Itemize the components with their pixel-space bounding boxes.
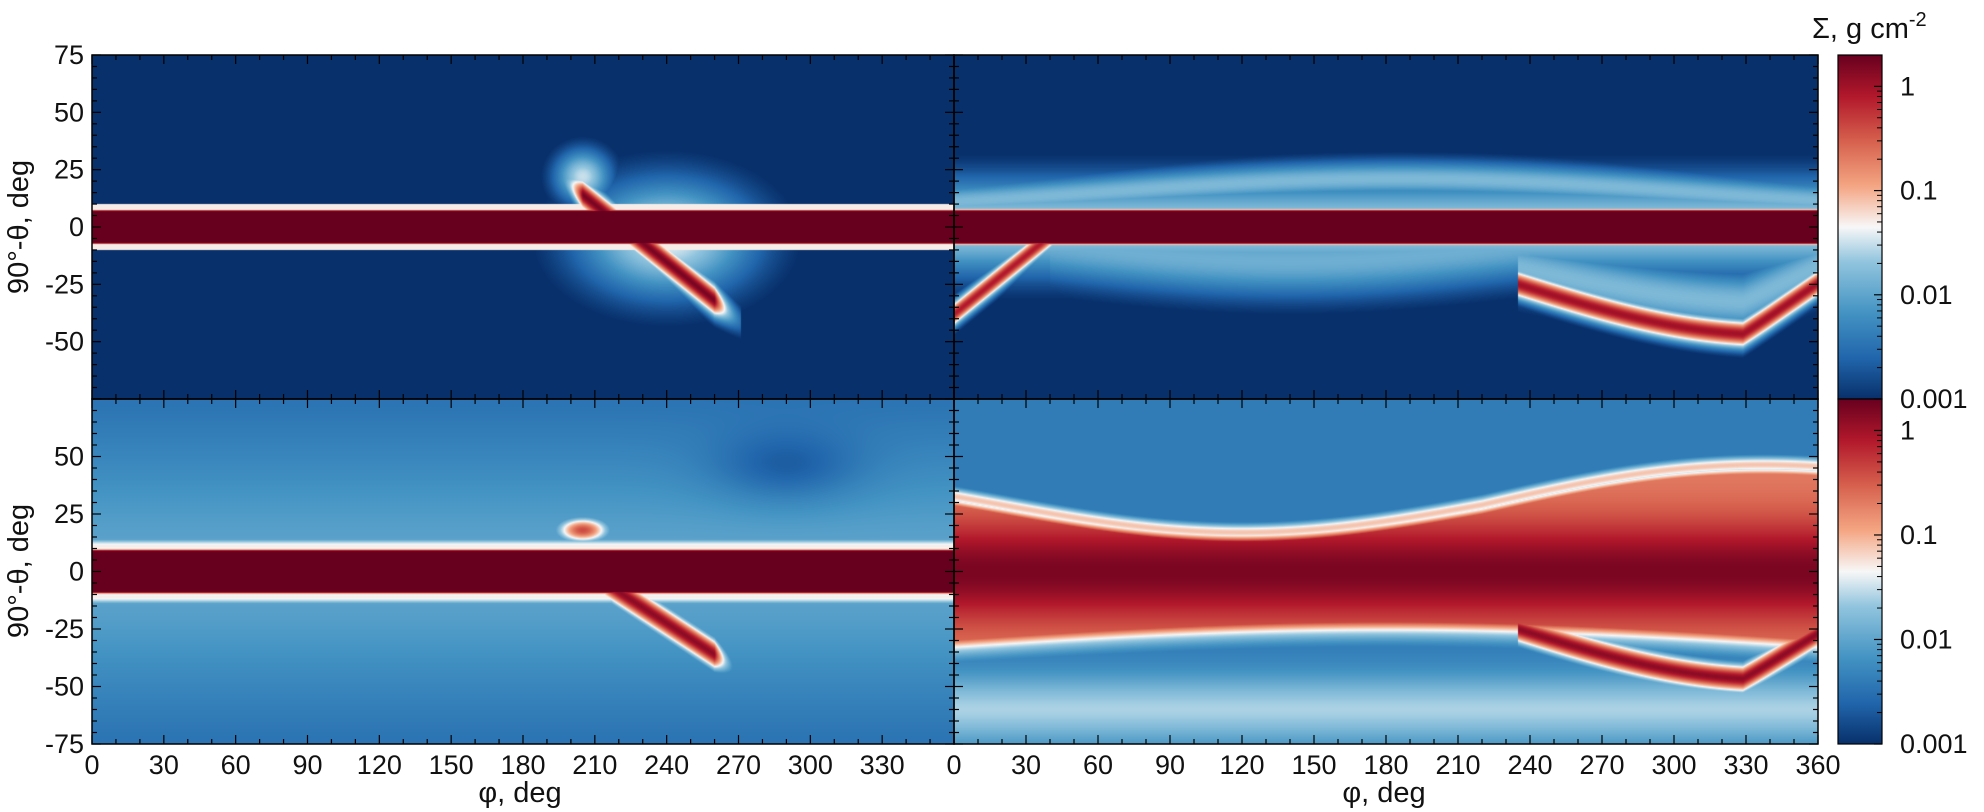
x-tick-label: 240 [1507,750,1552,780]
colorbar-tick-label: 0.001 [1900,729,1968,759]
y-tick-label: -50 [45,672,84,702]
x-tick-label: 300 [788,750,833,780]
x-tick-label: 270 [1579,750,1624,780]
y-tick-label: 75 [54,40,84,70]
x-tick-label: 30 [149,750,179,780]
colorbar-title-superscript: -2 [1909,9,1927,31]
x-tick-label: 90 [292,750,322,780]
x-tick-label: 0 [946,750,961,780]
y-axis-label-bottom: 90°-θ, deg [3,504,35,638]
x-axis-label-right: φ, deg [1342,777,1425,809]
x-axis-label-left: φ, deg [478,777,561,809]
x-tick-label: 30 [1011,750,1041,780]
y-tick-label: 25 [54,499,84,529]
heatmap-top-left [92,55,954,399]
y-tick-label: -75 [45,729,84,759]
y-tick-label: 50 [54,97,84,127]
colorbar-tick-label: 0.1 [1900,520,1938,550]
x-tick-label: 210 [572,750,617,780]
colorbar-title: Σ, g cm-2 [1812,9,1927,45]
x-tick-label: 240 [644,750,689,780]
panel-bottom-right [954,399,1818,744]
x-tick-label: 300 [1651,750,1696,780]
y-tick-label: 0 [69,212,84,242]
colorbar-tick-label: 0.1 [1900,176,1938,206]
colorbar-tick-label: 0.01 [1900,280,1953,310]
x-tick-label: 210 [1435,750,1480,780]
x-tick-label: 360 [1795,750,1840,780]
x-tick-label: 120 [357,750,402,780]
x-tick-label: 330 [860,750,905,780]
colorbar-top [1837,54,1883,400]
heatmap-bottom-right [954,399,1818,744]
panel-top-right [954,55,1818,399]
y-tick-label: -50 [45,327,84,357]
x-tick-label: 180 [500,750,545,780]
y-tick-label: -25 [45,614,84,644]
colorbar-title-text: Σ, g cm [1812,13,1909,45]
colorbar-tick-label: 0.001 [1900,384,1968,414]
colorbar-tick-label: 0.01 [1900,624,1953,654]
heatmap-bottom-left [92,399,954,744]
panel-top-left [92,55,954,399]
y-tick-label: 50 [54,442,84,472]
x-tick-label: 60 [1083,750,1113,780]
x-tick-label: 60 [221,750,251,780]
x-tick-label: 150 [1291,750,1336,780]
x-tick-label: 180 [1363,750,1408,780]
y-tick-label: -25 [45,269,84,299]
x-tick-label: 0 [84,750,99,780]
x-tick-label: 90 [1155,750,1185,780]
y-axis-label-top: 90°-θ, deg [3,160,35,294]
colorbar-bottom [1837,398,1883,745]
x-tick-label: 270 [716,750,761,780]
x-tick-label: 330 [1723,750,1768,780]
x-tick-label: 120 [1219,750,1264,780]
x-tick-label: 150 [429,750,474,780]
heatmap-top-right [954,55,1818,399]
colorbar-tick-label: 1 [1900,415,1915,445]
colorbar-tick-label: 1 [1900,71,1915,101]
y-tick-label: 25 [54,155,84,185]
y-tick-label: 0 [69,557,84,587]
panel-bottom-left [92,399,954,744]
